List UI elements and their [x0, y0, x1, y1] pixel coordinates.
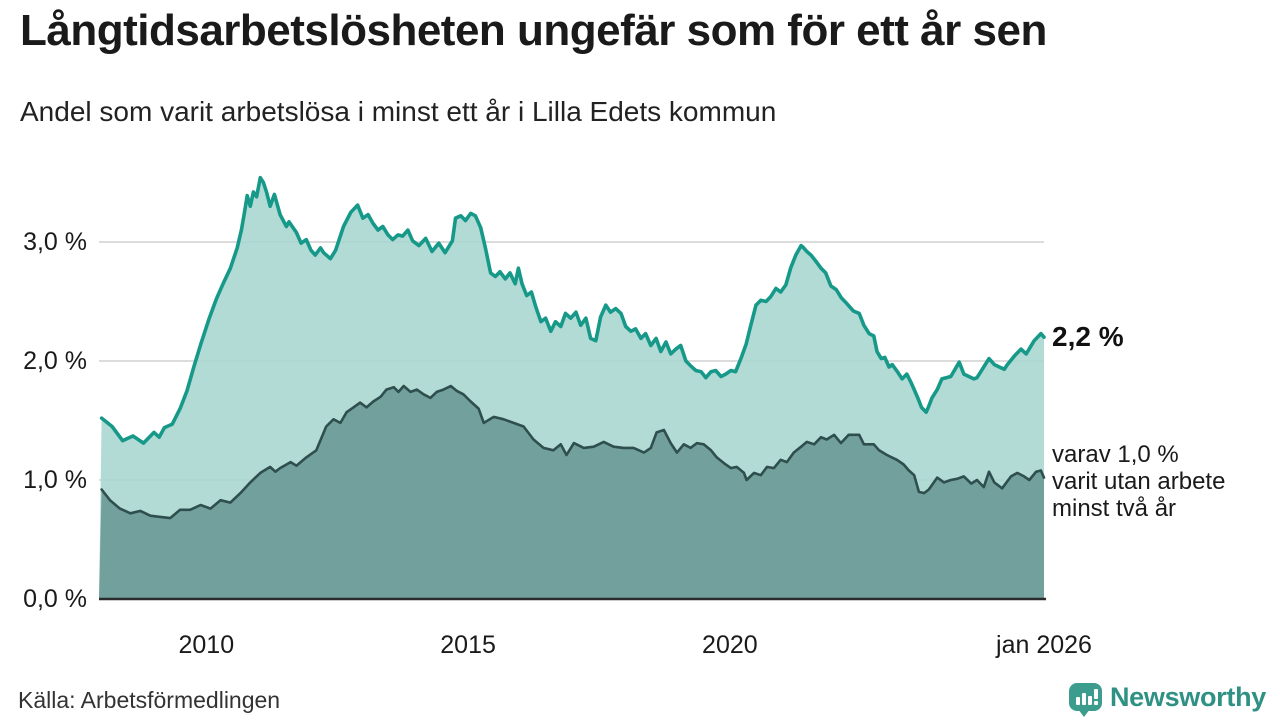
annotation-line-3: minst två år [1052, 495, 1177, 522]
x-tick-label: 2010 [179, 631, 235, 659]
y-tick-label: 0,0 % [23, 585, 87, 613]
annotation-line-2: varit utan arbete [1052, 468, 1226, 495]
source-note: Källa: Arbetsförmedlingen [18, 687, 281, 713]
two-year-annotation: varav 1,0 % varit utan arbete minst två … [1052, 441, 1225, 522]
latest-value-label: 2,2 % [1052, 321, 1124, 352]
newsworthy-logo-icon [1068, 682, 1102, 717]
x-tick-label: 2015 [440, 631, 496, 659]
x-tick-label: jan 2026 [995, 631, 1092, 659]
area-fill-1 [99, 386, 1044, 599]
newsworthy-brand: Newsworthy [1068, 682, 1266, 717]
y-tick-label: 2,0 % [23, 347, 87, 375]
page-subtitle: Andel som varit arbetslösa i minst ett å… [20, 96, 777, 127]
page-title: Långtidsarbetslösheten ungefär som för e… [20, 6, 1047, 55]
y-tick-label: 3,0 % [23, 228, 87, 256]
annotation-line-1: varav 1,0 % [1052, 441, 1179, 468]
x-tick-label: 2020 [702, 631, 758, 659]
y-tick-label: 1,0 % [23, 466, 87, 494]
series-line-1 [100, 384, 1046, 520]
series-line-0 [99, 175, 1046, 445]
brand-name: Newsworthy [1109, 682, 1266, 712]
